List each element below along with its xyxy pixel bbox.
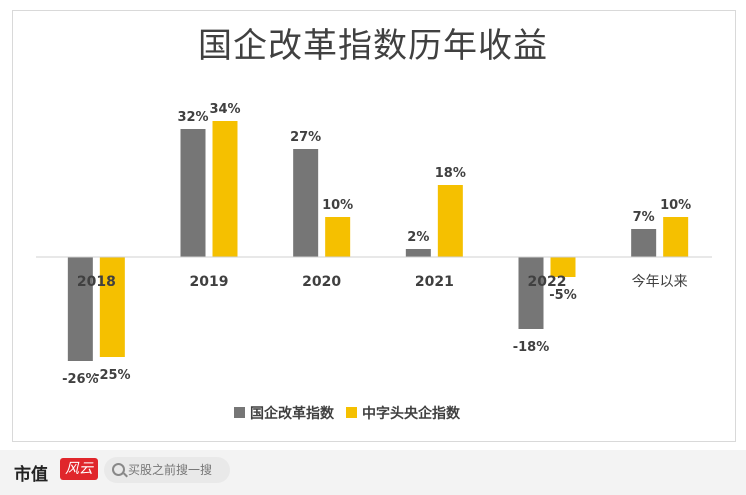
- labels-group: -26%-25% 2018 32%34% 2019 27% 10% 2020 2% 18% 202…: [62, 102, 691, 387]
- brand-name: 市值: [14, 465, 48, 485]
- brand-logo: 风云: [60, 458, 98, 480]
- bar-中字头央企指数-2021: [437, 185, 463, 257]
- data-label: 34%: [209, 102, 240, 117]
- x-tick-label: 2022: [528, 274, 567, 290]
- bar-国企改革指数-2021: [405, 249, 431, 257]
- x-tick-label: 2021: [415, 274, 454, 290]
- data-label: 7%: [633, 210, 655, 225]
- data-label: -26%: [62, 372, 99, 387]
- bar-chart: -26%-25% 2018 32%34% 2019 27% 10% 2020 2% 18% 202…: [36, 102, 712, 422]
- data-label: 2%: [407, 230, 429, 245]
- legend-swatch: [346, 407, 357, 418]
- data-label: 32%: [177, 110, 208, 125]
- bar-国企改革指数-2018: [67, 257, 93, 361]
- data-label: -5%: [549, 288, 576, 303]
- data-label: 10%: [322, 198, 353, 213]
- footer-bar: 市值 风云 买股之前搜一搜: [0, 450, 746, 495]
- chart-frame: [12, 10, 736, 442]
- bar-中字头央企指数-2020: [325, 217, 351, 257]
- bar-国企改革指数-2019: [180, 129, 206, 257]
- data-label: 10%: [660, 198, 691, 213]
- data-label: 27%: [290, 130, 321, 145]
- bar-中字头央企指数-今年以来: [663, 217, 689, 257]
- legend-label: 中字头央企指数: [362, 405, 461, 422]
- x-tick-label: 2019: [190, 274, 229, 290]
- bar-中字头央企指数-2022: [550, 257, 576, 277]
- bar-国企改革指数-2022: [518, 257, 544, 329]
- x-tick-label: 2018: [77, 274, 116, 290]
- search-placeholder: 买股之前搜一搜: [128, 463, 213, 477]
- legend-label: 国企改革指数: [250, 405, 335, 422]
- legend: 国企改革指数 中字头央企指数: [234, 405, 461, 422]
- bar-国企改革指数-2020: [293, 149, 319, 257]
- x-tick-label: 2020: [302, 274, 341, 290]
- data-label: -25%: [94, 368, 131, 383]
- bar-中字头央企指数-2018: [99, 257, 125, 357]
- data-label: 18%: [435, 166, 466, 181]
- x-tick-label: 今年以来: [632, 274, 688, 290]
- data-label: -18%: [513, 340, 550, 355]
- search-box[interactable]: 买股之前搜一搜: [104, 457, 230, 483]
- chart-title: 国企改革指数历年收益: [198, 26, 548, 66]
- bar-中字头央企指数-2019: [212, 121, 238, 257]
- legend-swatch: [234, 407, 245, 418]
- search-icon: [112, 463, 125, 476]
- bars-group: [36, 121, 712, 361]
- bar-国企改革指数-今年以来: [631, 229, 657, 257]
